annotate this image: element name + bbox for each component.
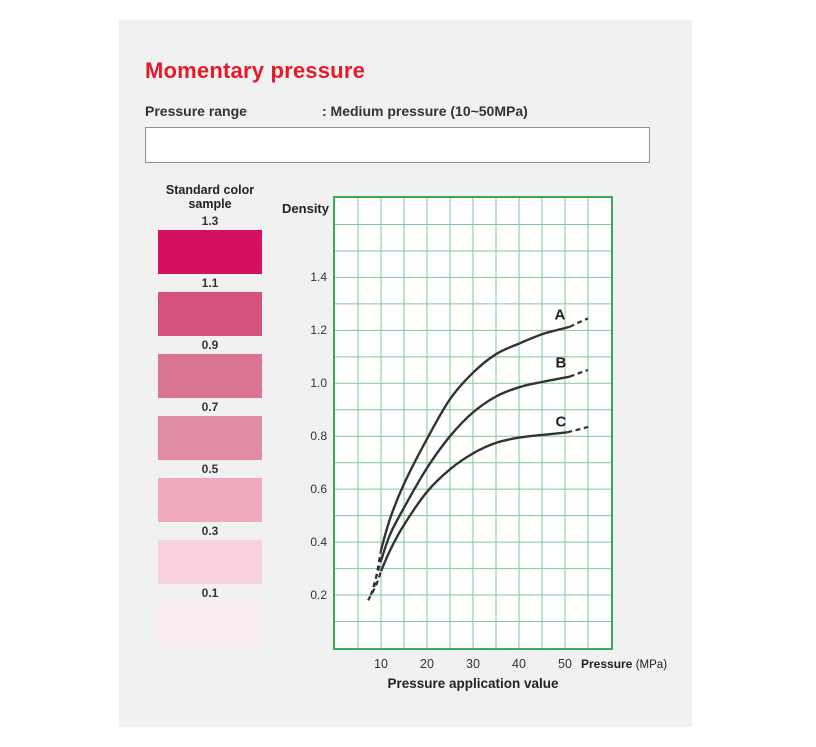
color-sample-row: 0.9: [158, 337, 262, 398]
chart-canvas: [335, 198, 611, 648]
x-axis-unit-word: Pressure: [581, 657, 633, 671]
color-sample-label: 0.7: [201, 400, 219, 414]
x-axis-unit: (MPa): [635, 659, 668, 671]
color-sample-row: 0.5: [158, 461, 262, 522]
curve-A-dashed-tail: [569, 317, 589, 328]
color-sample-label: 0.5: [201, 462, 219, 476]
y-tick-label: 0.8: [310, 429, 327, 444]
color-swatch: [158, 602, 262, 646]
page-title: Momentary pressure: [145, 58, 366, 83]
color-sample-label: 0.1: [201, 586, 219, 600]
x-tick-label: 40: [512, 657, 526, 671]
color-sample-label: 0.9: [201, 338, 219, 352]
pressure-range-row: Pressure range : Medium pressure (10~50M…: [145, 103, 665, 119]
color-sample-label: 0.3: [201, 524, 219, 538]
color-sample-row: 0.7: [158, 399, 262, 460]
curve-label-A: A: [554, 306, 566, 324]
chart-plot: A B C: [333, 196, 613, 650]
curve-C-dashed-tail: [567, 425, 589, 434]
color-sample-list: 1.3 1.1 0.9 0.7 0.5 0.3 0.1: [158, 213, 262, 647]
curve-A: [379, 325, 570, 551]
pressure-range-value: : Medium pressure (10~50MPa): [322, 103, 528, 119]
color-sample-label: 1.1: [201, 276, 219, 290]
color-sample-row: 1.1: [158, 275, 262, 336]
y-tick-label: 1.4: [310, 270, 327, 285]
y-tick-label: 1.2: [310, 323, 327, 338]
x-axis-unit-label: Pressure (MPa): [581, 657, 667, 671]
x-tick-label: 50: [558, 657, 572, 671]
y-tick-label: 0.2: [310, 588, 327, 603]
color-swatch: [158, 230, 262, 274]
note-box: [145, 127, 650, 163]
y-axis-label: Density: [282, 201, 329, 216]
y-tick-label: 0.4: [310, 535, 327, 550]
color-swatch: [158, 416, 262, 460]
pressure-range-label: Pressure range: [145, 103, 247, 119]
content-card: Momentary pressure Pressure range : Medi…: [119, 20, 692, 727]
x-axis-title: Pressure application value: [387, 676, 559, 691]
y-tick-label: 0.6: [310, 482, 327, 497]
x-tick-label: 30: [466, 657, 480, 671]
curve-label-C: C: [555, 413, 567, 431]
curve-C-dashed-head: [367, 570, 383, 601]
curve-B-dashed-head: [369, 560, 383, 596]
y-tick-label: 1.0: [310, 376, 327, 391]
color-sample-row: 0.3: [158, 523, 262, 584]
curve-B: [379, 375, 570, 561]
curve-label-B: B: [555, 354, 567, 372]
curve-B-dashed-tail: [569, 369, 589, 378]
chart-grid: [335, 198, 611, 648]
color-swatch: [158, 354, 262, 398]
color-sample-row: 0.1: [158, 585, 262, 646]
color-sample-row: 1.3: [158, 213, 262, 274]
curve-C: [379, 431, 568, 572]
x-tick-label: 20: [420, 657, 434, 671]
color-swatch: [158, 540, 262, 584]
color-swatch: [158, 478, 262, 522]
color-sample-heading: Standard color sample: [165, 183, 255, 211]
color-swatch: [158, 292, 262, 336]
x-tick-label: 10: [374, 657, 388, 671]
color-sample-label: 1.3: [201, 214, 219, 228]
